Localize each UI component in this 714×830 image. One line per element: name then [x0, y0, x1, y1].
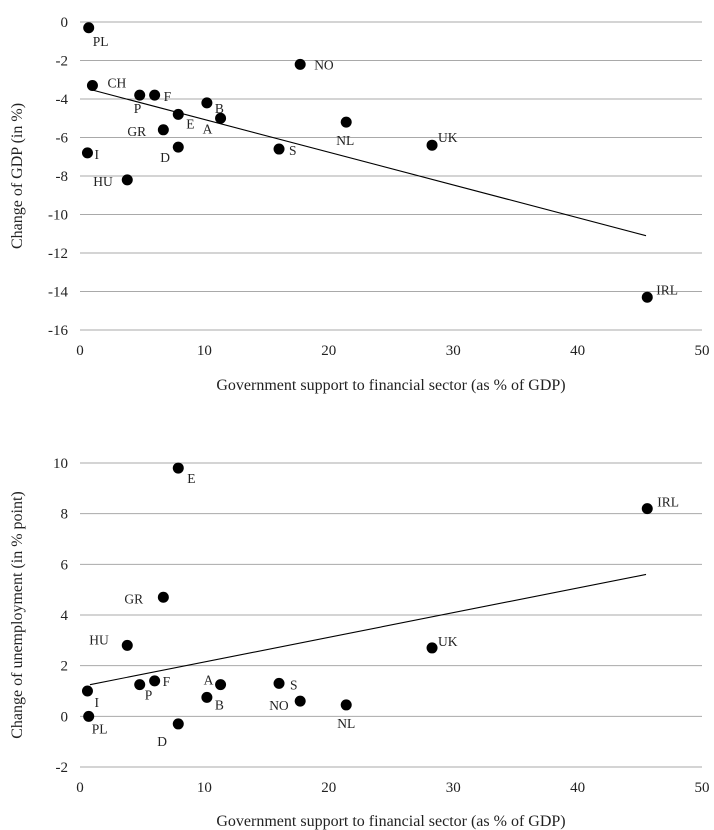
data-point-d [172, 141, 184, 153]
x-tick-label: 50 [695, 780, 710, 796]
x-tick-label: 40 [570, 780, 585, 796]
point-label-p: P [145, 688, 153, 703]
point-label-p: P [134, 101, 142, 116]
point-label-ch: CH [107, 76, 126, 91]
y-axis-label: Change of unemployment (in % point) [9, 491, 26, 739]
data-point-nl [340, 699, 352, 711]
x-tick-label: 40 [570, 343, 585, 359]
y-tick-label: -4 [56, 92, 69, 108]
point-label-irl: IRL [657, 495, 679, 510]
point-label-s: S [290, 677, 298, 692]
x-axis-label: Government support to financial sector (… [216, 813, 565, 830]
point-label-e: E [186, 116, 194, 131]
point-label-hu: HU [93, 174, 113, 189]
data-point-gr [157, 124, 169, 136]
x-axis-label: Government support to financial sector (… [216, 377, 565, 394]
x-tick-label: 10 [197, 780, 212, 796]
y-tick-label: 10 [53, 456, 68, 472]
point-label-no: NO [269, 698, 289, 713]
data-point-p [134, 89, 146, 101]
y-tick-label: -6 [56, 131, 69, 147]
data-point-e [172, 108, 184, 120]
data-point-s [273, 677, 285, 689]
point-label-irl: IRL [656, 282, 678, 297]
x-tick-label: 10 [197, 343, 212, 359]
point-label-b: B [215, 101, 224, 116]
data-point-s [273, 143, 285, 155]
x-tick-label: 30 [446, 780, 461, 796]
data-point-b [201, 691, 213, 703]
data-point-a [215, 679, 227, 691]
point-label-nl: NL [336, 133, 354, 148]
data-point-irl [641, 291, 653, 303]
data-point-pl [83, 710, 95, 722]
data-point-i [81, 147, 93, 159]
point-label-uk: UK [438, 130, 458, 145]
data-point-no [294, 695, 306, 707]
point-label-a: A [203, 121, 213, 136]
point-label-no: NO [314, 57, 334, 72]
point-label-gr: GR [124, 591, 143, 606]
x-tick-label: 30 [446, 343, 461, 359]
y-tick-label: -12 [48, 246, 68, 262]
y-tick-label: 4 [61, 608, 69, 624]
trendline [89, 573, 647, 686]
y-tick-label: 0 [61, 15, 69, 31]
data-point-f [149, 675, 161, 687]
x-tick-label: 0 [76, 343, 84, 359]
data-point-no [294, 58, 306, 70]
point-label-b: B [215, 697, 224, 712]
data-point-f [149, 89, 161, 101]
chart-1: -16 -14 -12 -10 -8 -6 -4 -2 0 0 10 20 30 40 50 Governme… [9, 15, 710, 394]
data-point-uk [426, 642, 438, 654]
y-tick-label: 6 [61, 557, 69, 573]
point-label-i: I [94, 695, 99, 710]
data-point-i [81, 685, 93, 697]
point-label-a: A [204, 673, 214, 688]
y-tick-label: 2 [61, 659, 69, 675]
point-label-gr: GR [127, 124, 146, 139]
y-tick-label: -14 [48, 285, 68, 301]
data-point-e [172, 462, 184, 474]
data-point-gr [157, 591, 169, 603]
data-point-d [172, 718, 184, 730]
point-label-pl: PL [93, 34, 109, 49]
y-tick-label: -8 [56, 169, 69, 185]
data-point-hu [121, 639, 133, 651]
data-point-nl [340, 116, 352, 128]
point-label-d: D [157, 734, 167, 749]
data-point-irl [641, 503, 653, 515]
y-tick-label: 0 [61, 709, 69, 725]
data-point-uk [426, 139, 438, 151]
x-tick-label: 20 [321, 780, 336, 796]
y-tick-label: -10 [48, 208, 68, 224]
y-axis-label: Change of GDP (in %) [9, 103, 26, 249]
point-label-e: E [187, 471, 195, 486]
y-tick-label: -2 [56, 760, 69, 776]
data-point-a [215, 112, 227, 124]
x-tick-label: 0 [76, 780, 84, 796]
point-label-i: I [94, 147, 99, 162]
point-label-s: S [289, 143, 297, 158]
point-label-nl: NL [337, 716, 355, 731]
data-point-pl [83, 22, 95, 34]
point-label-pl: PL [92, 721, 108, 736]
data-point-p [134, 679, 146, 691]
y-tick-label: -2 [56, 54, 69, 70]
point-label-uk: UK [438, 634, 458, 649]
point-label-hu: HU [89, 632, 109, 647]
point-label-d: D [160, 150, 170, 165]
trendline [89, 88, 647, 237]
y-tick-label: -16 [48, 323, 68, 339]
chart-2: -2 0 2 4 6 8 10 0 10 20 30 40 50 Government support t… [9, 456, 710, 830]
point-label-f: F [164, 89, 172, 104]
data-point-ch [86, 80, 98, 92]
data-point-b [201, 97, 213, 109]
point-label-f: F [163, 674, 171, 689]
y-tick-label: 8 [61, 507, 69, 523]
x-tick-label: 20 [321, 343, 336, 359]
x-tick-label: 50 [695, 343, 710, 359]
data-point-hu [121, 174, 133, 186]
